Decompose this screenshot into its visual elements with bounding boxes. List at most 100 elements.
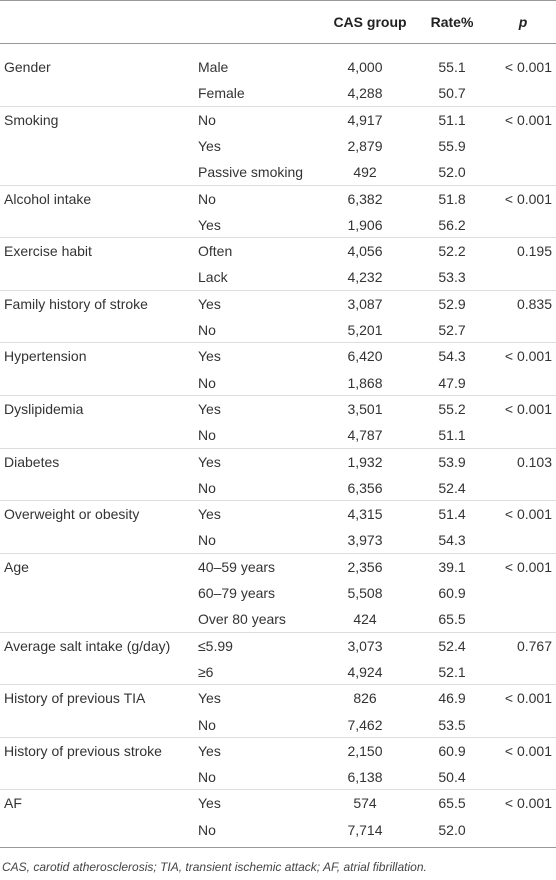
cas-count: 3,973 <box>347 532 383 549</box>
variable: AF <box>4 795 22 812</box>
group-rule <box>0 684 556 686</box>
variable: Alcohol intake <box>4 190 92 207</box>
variable: Family history of stroke <box>4 295 148 312</box>
p-value: < 0.001 <box>504 506 552 523</box>
rate: 55.2 <box>438 400 466 417</box>
cas-count: 4,000 <box>347 59 383 75</box>
p-value: < 0.001 <box>504 190 552 207</box>
cas-count: 4,056 <box>347 243 383 260</box>
rate: 54.3 <box>438 532 466 549</box>
level: No <box>198 532 216 549</box>
level: 60–79 years <box>198 585 276 601</box>
cas-count: 5,201 <box>347 322 383 338</box>
variable: Age <box>4 558 29 575</box>
rate: 52.2 <box>438 243 466 260</box>
rate: 53.9 <box>438 453 466 470</box>
group-rule <box>0 105 556 107</box>
level: No <box>198 190 216 207</box>
variable: Hypertension <box>4 348 87 365</box>
group-rule <box>0 631 556 633</box>
level: Yes <box>198 506 221 523</box>
rate: 51.1 <box>438 111 466 128</box>
p-value: < 0.001 <box>504 690 552 707</box>
rate: 56.2 <box>438 216 466 233</box>
rate: 52.4 <box>438 479 466 496</box>
level: ≥6 <box>198 663 214 680</box>
rate: 52.7 <box>438 322 466 338</box>
cas-count: 6,382 <box>347 190 383 207</box>
level: Yes <box>198 690 221 707</box>
level: No <box>198 111 216 128</box>
rate: 65.5 <box>438 611 466 628</box>
level: No <box>198 479 216 496</box>
variable: Diabetes <box>4 453 60 470</box>
level: Lack <box>198 269 228 286</box>
rate: 51.4 <box>438 506 466 523</box>
level: Passive smoking <box>198 164 304 181</box>
top-rule <box>0 0 556 1</box>
level: 40–59 years <box>198 558 276 575</box>
cas-count: 2,150 <box>347 742 383 759</box>
variable: Exercise habit <box>4 243 92 260</box>
cas-count: 574 <box>353 795 377 812</box>
p-value: 0.767 <box>516 637 552 654</box>
cas-count: 6,356 <box>347 479 383 496</box>
rate: 53.5 <box>438 716 466 733</box>
level: Yes <box>198 795 221 812</box>
cas-count: 6,420 <box>347 348 383 365</box>
rate: 47.9 <box>438 374 466 391</box>
p-value: < 0.001 <box>504 795 552 812</box>
p-value: < 0.001 <box>504 111 552 128</box>
level: Yes <box>198 453 221 470</box>
group-rule <box>0 447 556 449</box>
group-rule <box>0 394 556 396</box>
rate: 50.7 <box>438 85 466 102</box>
level: Yes <box>198 742 221 759</box>
cas-count: 5,508 <box>347 585 383 601</box>
level: Often <box>198 243 233 260</box>
p-value: < 0.001 <box>504 558 552 575</box>
variable: History of previous stroke <box>4 742 162 759</box>
p-value: < 0.001 <box>504 59 552 75</box>
cas-count: 4,288 <box>347 85 383 102</box>
group-rule <box>0 184 556 186</box>
group-rule <box>0 289 556 291</box>
level: Female <box>198 85 245 102</box>
level: No <box>198 322 216 338</box>
cas-count: 4,315 <box>347 506 383 523</box>
variable: Gender <box>4 59 51 75</box>
level: No <box>198 769 216 786</box>
group-rule <box>0 500 556 502</box>
rate: 39.1 <box>438 558 466 575</box>
cas-count: 492 <box>353 164 377 181</box>
cas-count: 6,138 <box>347 769 383 786</box>
header-rule <box>0 43 556 44</box>
group-rule <box>0 342 556 344</box>
level: Yes <box>198 348 221 365</box>
level: Yes <box>198 295 221 312</box>
cas-count: 424 <box>353 611 377 628</box>
header-cell: CAS group <box>333 14 407 30</box>
cas-count: 1,868 <box>347 374 383 391</box>
cas-count: 2,356 <box>347 558 383 575</box>
p-value: < 0.001 <box>504 742 552 759</box>
footnote: CAS, carotid atherosclerosis; TIA, trans… <box>2 860 427 874</box>
level: No <box>198 427 216 444</box>
variable: History of previous TIA <box>4 690 146 707</box>
p-value: < 0.001 <box>504 400 552 417</box>
level: ≤5.99 <box>198 637 233 654</box>
rate: 51.8 <box>438 190 466 207</box>
cas-count: 3,501 <box>347 400 383 417</box>
level: Yes <box>198 216 221 233</box>
rate: 65.5 <box>438 795 466 812</box>
rate: 60.9 <box>438 585 466 601</box>
rate: 55.1 <box>438 59 466 75</box>
p-value: < 0.001 <box>504 348 552 365</box>
rate: 60.9 <box>438 742 466 759</box>
level: Yes <box>198 137 221 154</box>
rate: 52.1 <box>438 663 466 680</box>
cas-count: 3,087 <box>347 295 383 312</box>
cas-count: 7,714 <box>347 821 383 838</box>
variable: Smoking <box>4 111 59 128</box>
cas-count: 4,917 <box>347 111 383 128</box>
